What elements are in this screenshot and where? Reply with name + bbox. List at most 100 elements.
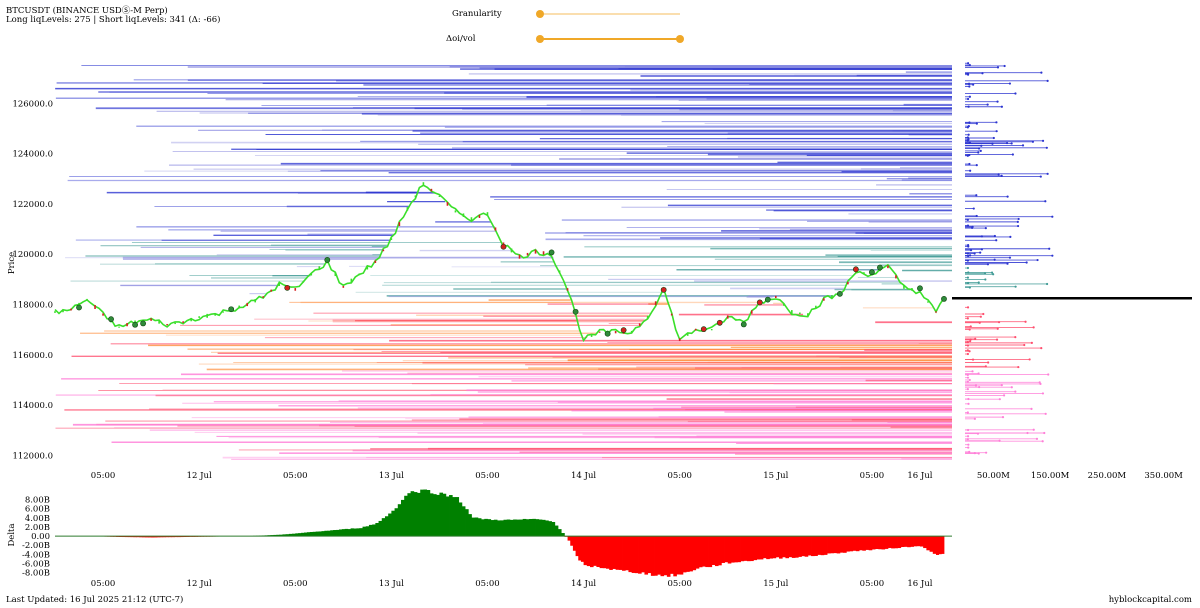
delta-bar [551,521,556,537]
delta-bar [487,519,492,537]
delta-bar [887,536,892,548]
profile-bar-tip [1017,217,1020,221]
candle [534,249,537,254]
delta-bar [593,536,597,566]
delta-bar [932,536,937,554]
profile-bar-tip [966,218,969,221]
delta-bar [404,495,408,537]
profile-bar-tip [966,276,969,279]
delta-bar [807,536,812,556]
oi-vol-handle-max[interactable] [676,35,684,43]
candle [510,248,513,253]
delta-bar [788,536,793,558]
delta-bar [938,536,942,555]
candle [686,333,689,336]
profile-bar-tip [1041,440,1044,443]
candle [334,272,337,277]
delta-bar [730,536,735,563]
delta-bar [341,529,346,537]
profile-bar-tip [1040,347,1043,350]
candle [278,282,281,286]
liq-event-marker [756,299,763,306]
profile-bar-tip [1006,195,1009,198]
price-ytick-label: 118000.0 [12,301,53,311]
delta-xtick-label: 05:00 [91,579,116,589]
delta-bar [529,518,533,537]
profile-bar-tip [1045,146,1048,149]
delta-bar [174,536,178,538]
profile-bar-tip [971,370,974,373]
delta-bar [285,534,290,537]
delta-bar [804,536,809,557]
profile-bar-tip [967,443,970,446]
delta-bar [682,536,687,573]
profile-bar-tip [968,153,971,157]
profile-bar-tip [1014,285,1017,288]
delta-bar [513,519,517,537]
liq-event-marker [572,308,579,315]
delta-bar [484,518,488,537]
candle [750,310,753,314]
delta-bar [878,536,882,550]
candle [526,252,529,256]
candle [710,329,713,331]
price-xtick-label: 05:00 [667,471,692,481]
delta-bar [775,536,780,558]
delta-xtick-label: 05:00 [860,579,885,589]
delta-bar [509,519,514,537]
candle [903,285,905,289]
delta-bar [391,510,395,537]
delta-bar [602,536,607,569]
candle [638,323,641,326]
profile-bar-tip [993,234,996,238]
delta-bar [833,536,838,554]
delta-bar [779,536,783,559]
liq-event-marker [764,296,771,303]
profile-bar-tip [995,130,998,133]
delta-bar [913,536,918,547]
delta-ylabel: Delta [7,523,17,546]
candle [598,331,601,333]
profile-xtick-label: 50.00M [977,471,1010,481]
delta-bar [910,536,914,547]
oi-vol-handle-min[interactable] [536,35,544,43]
profile-bar-tip [1030,341,1033,344]
delta-bar [522,518,527,537]
delta-bar [347,529,352,537]
delta-bar [756,536,761,560]
profile-bar-tip [1045,282,1049,286]
delta-bar [708,536,713,568]
liq-event-marker [852,266,859,273]
candle [406,207,409,211]
delta-bar [746,536,751,562]
candle [799,312,801,315]
delta-bar [782,536,786,558]
delta-bar [282,534,287,537]
candle [590,334,593,337]
delta-bar [628,536,633,573]
delta-bar [817,536,822,555]
granularity-handle[interactable] [536,10,544,18]
profile-bar-tip [1016,220,1019,223]
liq-event-marker [917,285,923,292]
delta-axes: -8.00B-6.00B-4.00B-2.00B0.002.00B4.00B6.… [7,495,933,589]
delta-bar [554,525,559,537]
price-xtick-label: 05:00 [860,471,885,481]
candle [86,298,88,301]
profile-bar-tip [1041,392,1045,395]
delta-bar [471,517,476,537]
delta-ytick-label: -2.00B [22,541,50,551]
candle [783,303,785,306]
delta-bar [907,536,911,548]
delta-bar [304,532,308,537]
delta-bar [442,493,447,537]
delta-bar [641,536,645,573]
slider-controls[interactable] [536,10,684,43]
delta-bar [136,536,140,538]
profile-bar-tip [975,214,978,218]
profile-bar-tip [1002,394,1006,397]
site-credit[interactable]: hyblockcapital.com [1108,595,1192,605]
delta-bar [400,499,405,537]
delta-ytick-label: 6.00B [25,505,50,515]
